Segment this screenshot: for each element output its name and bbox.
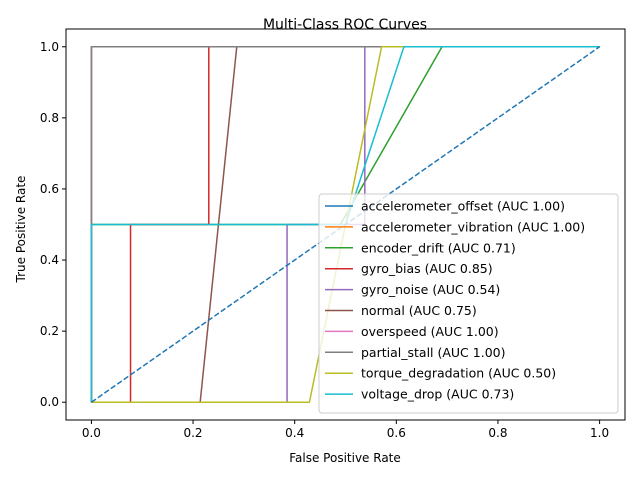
y-tick-label: 0.0 xyxy=(40,395,59,409)
x-tick-label: 0.6 xyxy=(387,426,406,440)
x-tick-label: 1.0 xyxy=(590,426,609,440)
y-tick-label: 0.8 xyxy=(40,111,59,125)
x-axis-ticks: 0.0 0.2 0.4 0.6 0.8 1.0 xyxy=(82,420,609,440)
x-tick-label: 0.2 xyxy=(183,426,202,440)
x-axis-label: False Positive Rate xyxy=(289,451,401,465)
x-tick-label: 0.0 xyxy=(82,426,101,440)
legend-entry: gyro_bias (AUC 0.85) xyxy=(361,261,493,276)
y-tick-label: 0.6 xyxy=(40,182,59,196)
legend-entry: voltage_drop (AUC 0.73) xyxy=(361,387,514,402)
y-tick-label: 0.2 xyxy=(40,324,59,338)
legend-entry: normal (AUC 0.75) xyxy=(361,303,477,318)
legend: accelerometer_offset (AUC 1.00) accelerom… xyxy=(318,193,619,414)
legend-box xyxy=(318,193,619,414)
legend-entry: accelerometer_offset (AUC 1.00) xyxy=(361,199,565,214)
legend-entry: overspeed (AUC 1.00) xyxy=(361,324,499,339)
y-axis-label: True Positive Rate xyxy=(14,176,28,284)
x-tick-label: 0.4 xyxy=(285,426,304,440)
plot-frame xyxy=(65,28,626,421)
chart-title: Multi-Class ROC Curves xyxy=(263,17,427,33)
y-tick-label: 1.0 xyxy=(40,40,59,54)
y-tick-label: 0.4 xyxy=(40,253,59,267)
legend-entry: partial_stall (AUC 1.00) xyxy=(361,345,505,360)
legend-entry: gyro_noise (AUC 0.54) xyxy=(361,282,500,297)
legend-entry: encoder_drift (AUC 0.71) xyxy=(361,240,516,255)
x-tick-label: 0.8 xyxy=(488,426,507,440)
legend-entry: torque_degradation (AUC 0.50) xyxy=(361,366,556,381)
legend-entry: accelerometer_vibration (AUC 1.00) xyxy=(361,219,585,234)
y-axis-ticks: 0.0 0.2 0.4 0.6 0.8 1.0 xyxy=(40,40,66,409)
